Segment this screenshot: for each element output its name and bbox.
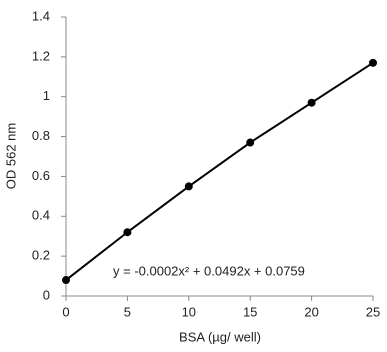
point: [123, 228, 132, 237]
point: [184, 182, 193, 191]
x-tick-label: 15: [243, 304, 257, 319]
y-tick-label: 1.2: [32, 48, 50, 63]
point: [369, 58, 377, 67]
y-tick-label: 0.8: [32, 128, 50, 143]
line: [65, 61, 374, 281]
y-tick-label: 1.4: [32, 8, 50, 23]
y-tick-label: 0.2: [32, 248, 50, 263]
y-axis-label: OD 562 nm: [3, 123, 18, 189]
point: [62, 276, 70, 285]
x-tick-label: 20: [304, 304, 318, 319]
y-tick-label: 0.4: [32, 208, 50, 223]
y-tick-label: 0: [43, 287, 50, 302]
x-axis-label: BSA (µg/ well): [179, 329, 261, 344]
x-tick-label: 0: [62, 304, 69, 319]
x-tick-label: 10: [182, 304, 196, 319]
point: [307, 98, 316, 107]
x-tick-label: 25: [366, 304, 380, 319]
x-tick-label: 5: [124, 304, 131, 319]
point: [246, 138, 255, 147]
y-tick-label: 0.6: [32, 168, 50, 183]
annotation: y = -0.0002x² + 0.0492x + 0.0759: [113, 263, 305, 278]
y-tick-label: 1: [43, 88, 50, 103]
